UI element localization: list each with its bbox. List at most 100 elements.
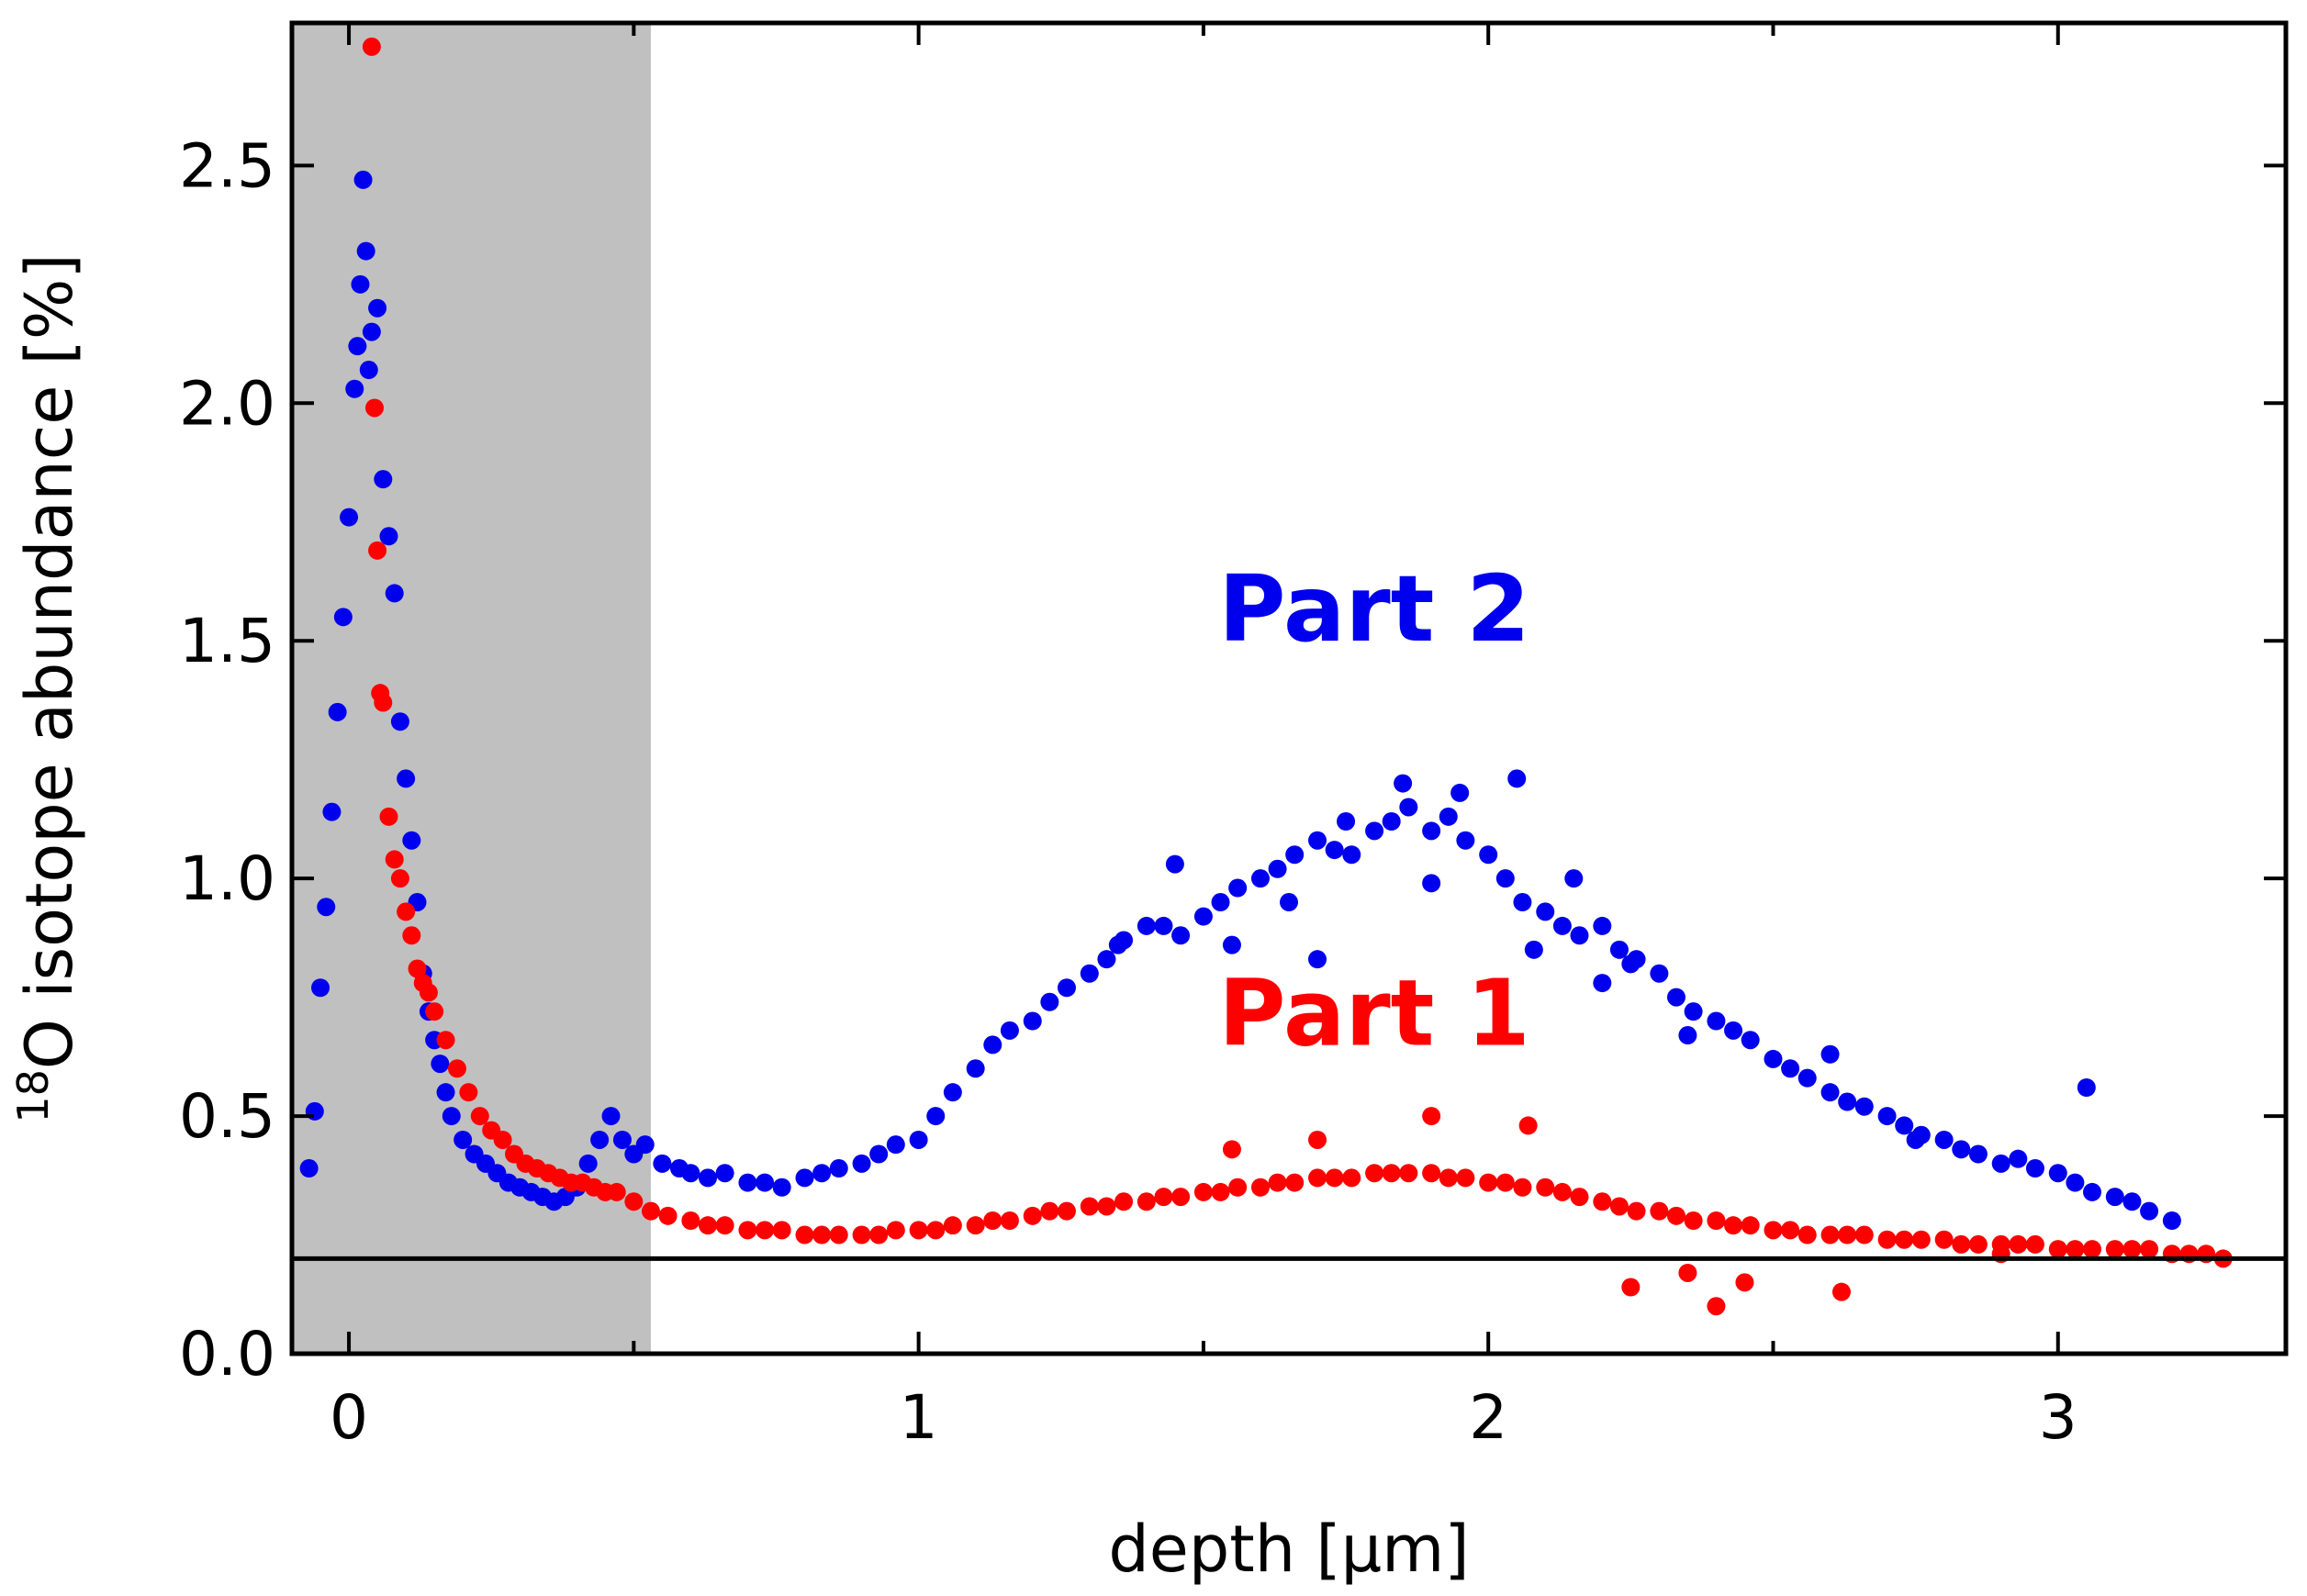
data-point xyxy=(658,1206,678,1225)
data-point xyxy=(1820,1225,1840,1244)
data-point xyxy=(1735,1273,1754,1292)
data-point xyxy=(869,1225,889,1244)
data-point xyxy=(1854,1097,1874,1116)
data-point xyxy=(852,1225,871,1244)
data-point xyxy=(1593,1192,1612,1211)
data-point xyxy=(1228,1177,1248,1197)
data-point xyxy=(385,850,404,869)
data-point xyxy=(1137,916,1156,935)
data-point xyxy=(612,1130,632,1149)
data-point xyxy=(886,1221,905,1240)
data-point xyxy=(1968,1234,1988,1254)
data-point xyxy=(1165,854,1184,874)
data-point xyxy=(2025,1159,2044,1178)
data-point xyxy=(772,1221,791,1240)
data-point xyxy=(2140,1201,2159,1221)
data-point xyxy=(1684,1002,1703,1021)
data-point xyxy=(311,978,330,998)
data-point xyxy=(607,1182,626,1201)
data-point xyxy=(1513,1177,1532,1197)
data-point xyxy=(1707,1011,1726,1031)
data-point xyxy=(1764,1049,1783,1068)
data-point xyxy=(356,241,375,261)
data-point xyxy=(738,1221,757,1240)
data-point xyxy=(1399,1164,1418,1183)
data-point xyxy=(436,1031,455,1050)
data-point xyxy=(1495,869,1515,888)
data-point xyxy=(1724,1021,1743,1040)
series-part-2 xyxy=(299,170,2181,1230)
data-point xyxy=(2140,1240,2159,1259)
data-point xyxy=(1621,954,1641,974)
data-point xyxy=(1439,1168,1458,1188)
data-point xyxy=(1080,964,1099,983)
data-point xyxy=(1057,978,1076,998)
data-point xyxy=(1724,1216,1743,1235)
data-point xyxy=(1552,1182,1572,1201)
data-point xyxy=(359,361,378,380)
data-point xyxy=(812,1164,832,1183)
x-tick-label: 0 xyxy=(330,1382,368,1453)
data-point xyxy=(1399,798,1418,817)
data-point xyxy=(1097,950,1116,969)
data-point xyxy=(578,1154,598,1173)
data-point xyxy=(397,769,416,788)
data-point xyxy=(379,807,398,826)
annotation-part-1: Part 1 xyxy=(1218,959,1530,1066)
data-point xyxy=(1741,1031,1760,1050)
data-point xyxy=(1627,1201,1646,1221)
data-point xyxy=(624,1192,644,1211)
data-point xyxy=(447,1059,466,1078)
data-point xyxy=(1479,845,1498,865)
data-point xyxy=(1877,1107,1897,1126)
data-point xyxy=(635,1135,655,1155)
data-point xyxy=(1911,1230,1931,1249)
data-point xyxy=(1895,1116,1914,1135)
data-point xyxy=(1222,1140,1241,1159)
data-point xyxy=(1228,878,1248,898)
series-layer xyxy=(299,37,2233,1316)
data-point xyxy=(1797,1225,1817,1244)
data-point xyxy=(1684,1211,1703,1230)
data-point xyxy=(1154,916,1173,935)
data-point xyxy=(795,1168,814,1188)
data-point xyxy=(2105,1240,2124,1259)
data-point xyxy=(1764,1221,1783,1240)
labels-layer: 0 1 2 3 0.0 0.5 1.0 1.5 2.0 2.5 xyxy=(179,130,2077,1453)
data-point xyxy=(1308,831,1327,850)
data-point xyxy=(351,274,370,294)
data-point xyxy=(738,1173,757,1192)
data-point xyxy=(1666,1206,1685,1225)
data-point xyxy=(1650,1201,1669,1221)
data-point xyxy=(1838,1092,1857,1111)
data-point xyxy=(715,1164,734,1183)
data-point xyxy=(1877,1230,1897,1249)
data-point xyxy=(756,1221,775,1240)
y-tick-label: 2.0 xyxy=(179,368,275,439)
data-point xyxy=(1108,935,1127,954)
data-point xyxy=(390,712,409,731)
y-tick-label: 0.5 xyxy=(179,1081,275,1152)
data-point xyxy=(1040,992,1059,1011)
data-point xyxy=(699,1168,718,1188)
data-point xyxy=(1268,1173,1287,1192)
data-point xyxy=(374,693,393,712)
series-part-1 xyxy=(362,37,2233,1316)
data-point xyxy=(402,926,421,945)
data-point xyxy=(1678,1026,1697,1045)
data-point xyxy=(1513,893,1532,912)
data-point xyxy=(1593,916,1612,935)
data-point xyxy=(1570,926,1589,945)
data-point xyxy=(983,1211,1002,1230)
y-tick-label: 0.0 xyxy=(179,1319,275,1390)
data-point xyxy=(419,983,438,1002)
data-point xyxy=(436,1083,455,1102)
data-point xyxy=(1137,1192,1156,1211)
data-point xyxy=(1495,1173,1515,1192)
data-point xyxy=(328,702,347,721)
data-point xyxy=(1518,1116,1538,1135)
data-point xyxy=(402,831,421,850)
data-point xyxy=(1934,1130,1954,1149)
data-point xyxy=(385,584,404,603)
data-point xyxy=(1308,1130,1327,1149)
